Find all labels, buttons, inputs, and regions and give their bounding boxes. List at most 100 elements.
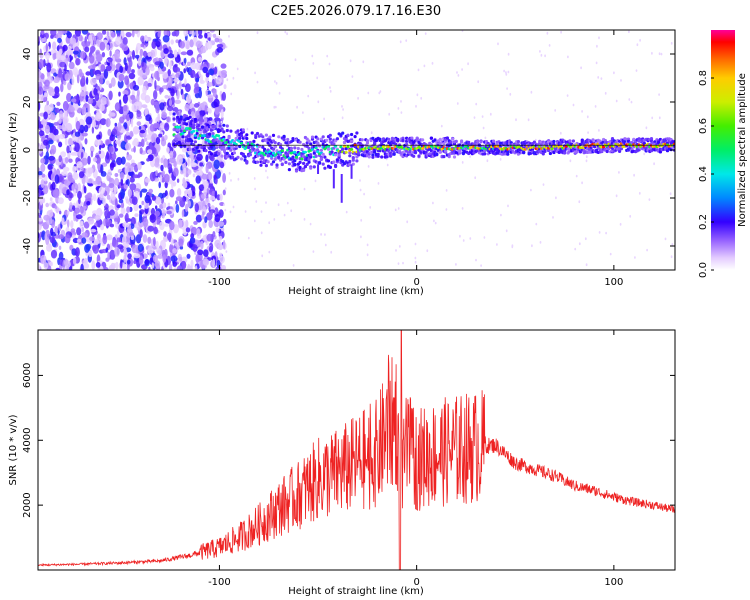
heatmap-noise-point [108, 90, 113, 101]
heatmap-band-point [284, 160, 288, 164]
heatmap-noise-point [51, 91, 55, 97]
heatmap-noise-point [97, 233, 101, 240]
heatmap-noise-point [145, 114, 152, 122]
heatmap-noise-point [54, 86, 60, 94]
heatmap-noise-point [206, 233, 213, 242]
heatmap-noise-point [87, 178, 94, 184]
heatmap-noise-point [167, 69, 171, 77]
heatmap-band-point [365, 141, 370, 145]
heatmap-noise-point [102, 266, 109, 270]
heatmap-faint-point [244, 210, 247, 213]
heatmap-noise-point [62, 100, 69, 111]
heatmap-noise-point [76, 214, 83, 220]
heatmap-faint-point [475, 102, 478, 106]
heatmap-noise-point [198, 70, 201, 77]
heatmap-noise-point [157, 113, 160, 123]
heatmap-noise-point [129, 183, 137, 191]
heatmap-noise-point [121, 265, 128, 270]
heatmap-band-point [245, 136, 249, 141]
heatmap-noise-point [213, 159, 220, 170]
heatmap-noise-point [63, 109, 68, 120]
heatmap-noise-point [87, 103, 90, 114]
heatmap-noise-point [90, 78, 97, 86]
heatmap-noise-point [100, 224, 105, 231]
heatmap-noise-point [173, 160, 177, 168]
heatmap-noise-point [193, 220, 198, 225]
heatmap-faint-point [405, 39, 408, 42]
heatmap-faint-point [228, 34, 230, 38]
heatmap-band-point [287, 162, 291, 166]
heatmap-noise-point [87, 98, 94, 105]
heatmap-band-point [341, 159, 345, 164]
heatmap-noise-point [208, 68, 215, 76]
heatmap-faint-point [540, 53, 543, 57]
heatmap-band-point [287, 168, 291, 172]
heatmap-band-point [318, 161, 322, 165]
heatmap-band-point [184, 114, 189, 118]
heatmap-faint-point [426, 249, 429, 253]
heatmap-faint-point [530, 90, 533, 94]
heatmap-band-point [186, 134, 190, 138]
heatmap-band-point [216, 151, 221, 156]
heatmap-noise-point [209, 179, 213, 185]
heatmap-noise-point [220, 69, 227, 76]
heatmap-noise-point [114, 247, 120, 257]
heatmap-faint-point [598, 129, 600, 132]
heatmap-noise-point [144, 177, 151, 183]
heatmap-noise-point [118, 73, 125, 82]
heatmap-noise-point [87, 155, 91, 165]
heatmap-band-point [275, 165, 279, 169]
heatmap-noise-point [133, 260, 137, 264]
heatmap-noise-point [118, 213, 124, 218]
heatmap-noise-point [172, 181, 177, 187]
heatmap-core-point [408, 147, 412, 151]
heatmap-noise-point [214, 239, 221, 248]
heatmap-noise-point [158, 133, 163, 138]
heatmap-faint-point [671, 243, 674, 246]
heatmap-noise-point [62, 30, 68, 34]
heatmap-faint-point [362, 60, 365, 64]
heatmap-band-point [174, 134, 178, 138]
heatmap-noise-point [170, 39, 174, 45]
heatmap-noise-point [166, 116, 170, 123]
heatmap-faint-point [567, 55, 569, 59]
heatmap-noise-point [125, 247, 132, 253]
heatmap-noise-point [145, 37, 149, 42]
heatmap-band-point [268, 135, 272, 139]
heatmap-noise-point [182, 261, 187, 270]
heatmap-faint-point [423, 64, 426, 68]
heatmap-faint-point [400, 111, 403, 114]
heatmap-noise-point [132, 126, 139, 135]
heatmap-faint-point [496, 243, 498, 246]
heatmap-noise-point [81, 157, 88, 166]
heatmap-noise-point [62, 118, 67, 126]
heatmap-band-point [200, 136, 205, 140]
heatmap-band-point [231, 155, 235, 159]
heatmap-faint-point [605, 231, 607, 235]
heatmap-noise-point [80, 91, 86, 97]
heatmap-noise-point [43, 262, 49, 269]
heatmap-noise-point [132, 84, 140, 91]
heatmap-noise-point [142, 234, 148, 243]
heatmap-noise-point [114, 50, 121, 60]
heatmap-noise-point [142, 73, 148, 79]
heatmap-noise-point [79, 220, 84, 226]
heatmap-faint-point [359, 188, 362, 192]
heatmap-faint-point [345, 210, 348, 214]
heatmap-faint-point [359, 179, 361, 182]
heatmap-noise-point [144, 107, 149, 117]
heatmap-noise-point [102, 234, 108, 245]
heatmap-noise-point [136, 89, 140, 97]
heatmap-noise-point [85, 41, 91, 47]
heatmap-faint-point [600, 77, 603, 80]
heatmap-noise-point [186, 94, 192, 104]
heatmap-band-point [351, 156, 355, 160]
heatmap-faint-point [265, 201, 267, 205]
heatmap-noise-point [116, 230, 120, 236]
heatmap-noise-point [138, 126, 142, 130]
heatmap-noise-point [151, 40, 157, 49]
heatmap-faint-point [554, 109, 557, 112]
heatmap-noise-point [205, 90, 208, 96]
heatmap-noise-point [71, 98, 77, 103]
heatmap-noise-point [176, 89, 180, 100]
